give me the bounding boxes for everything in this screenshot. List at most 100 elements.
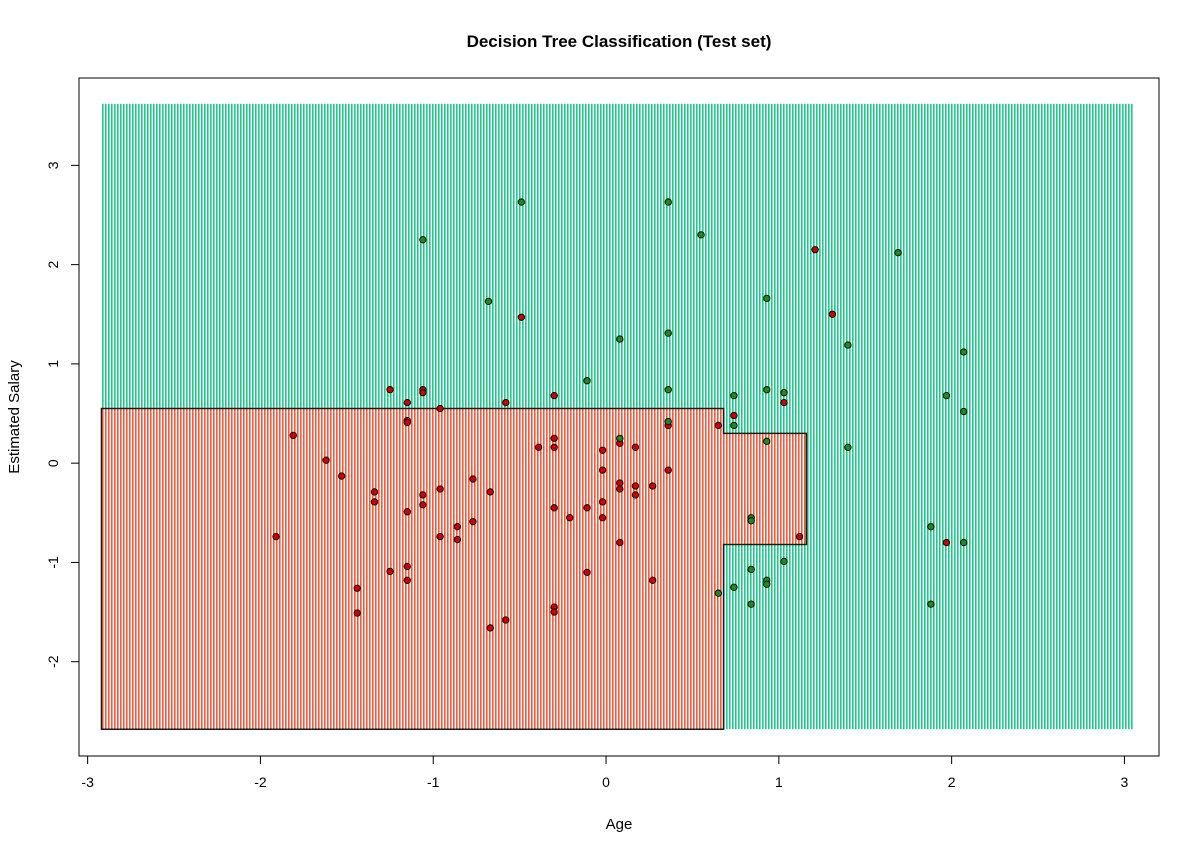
point-class-0 (502, 616, 510, 624)
point-class-0 (631, 443, 640, 451)
point-class-1 (484, 297, 493, 306)
point-class-0 (649, 576, 657, 584)
point-class-1 (763, 386, 771, 394)
point-class-1 (747, 565, 755, 574)
x-tick-label: -3 (81, 774, 94, 790)
point-class-1 (780, 557, 788, 566)
point-class-0 (811, 246, 819, 254)
point-class-1 (927, 523, 935, 531)
point-class-0 (419, 389, 427, 397)
point-class-0 (338, 472, 346, 480)
point-class-0 (502, 398, 510, 407)
point-class-1 (664, 417, 672, 426)
point-class-1 (664, 329, 672, 337)
point-class-0 (664, 466, 672, 474)
point-class-1 (763, 580, 771, 588)
point-class-1 (583, 377, 591, 385)
point-class-1 (960, 348, 968, 356)
point-class-0 (616, 538, 624, 547)
point-class-1 (730, 392, 738, 400)
point-class-1 (763, 437, 771, 445)
point-class-0 (403, 418, 411, 427)
y-tick-label: -1 (45, 556, 61, 569)
x-tick-label: 3 (1121, 774, 1129, 790)
y-axis-label: Estimated Salary (6, 360, 23, 474)
point-class-0 (598, 466, 607, 474)
point-class-0 (598, 446, 607, 454)
point-class-0 (780, 398, 788, 407)
x-axis-label: Age (606, 816, 633, 833)
point-class-0 (616, 479, 624, 487)
point-class-0 (550, 392, 558, 400)
y-tick-label: 2 (45, 261, 61, 269)
point-class-0 (795, 532, 804, 541)
point-class-1 (517, 198, 526, 206)
point-class-0 (598, 514, 607, 522)
point-class-0 (436, 404, 444, 413)
decision-regions (100, 103, 1134, 730)
point-class-1 (780, 389, 788, 397)
point-class-0 (534, 443, 543, 451)
x-tick-label: 0 (602, 774, 610, 790)
point-class-0 (631, 482, 640, 490)
point-class-0 (403, 398, 411, 407)
point-class-0 (550, 434, 558, 442)
point-class-1 (664, 198, 672, 206)
y-tick-label: 1 (45, 360, 61, 368)
point-class-0 (942, 538, 951, 547)
point-class-1 (664, 386, 672, 394)
point-class-0 (550, 504, 558, 512)
point-class-0 (631, 491, 640, 499)
y-tick-label: -2 (45, 655, 61, 668)
point-class-1 (714, 589, 723, 597)
point-class-0 (386, 567, 394, 576)
point-class-1 (747, 600, 755, 608)
region-class-0 (100, 407, 808, 730)
point-class-0 (730, 411, 738, 420)
point-class-0 (453, 535, 462, 544)
point-class-0 (403, 508, 411, 516)
point-class-1 (844, 341, 852, 349)
point-class-1 (894, 249, 902, 257)
point-class-0 (419, 491, 427, 499)
point-class-0 (598, 498, 607, 506)
point-class-0 (436, 485, 444, 493)
point-class-1 (616, 434, 624, 442)
point-class-0 (517, 313, 526, 321)
point-class-1 (763, 294, 771, 303)
x-tick-label: -2 (254, 774, 267, 790)
point-class-0 (272, 532, 280, 541)
point-class-0 (486, 624, 494, 632)
point-class-1 (730, 583, 738, 591)
point-class-0 (550, 608, 558, 616)
y-tick-label: 0 (45, 459, 61, 467)
point-class-0 (419, 501, 427, 509)
point-class-0 (583, 568, 591, 577)
point-class-1 (942, 392, 951, 400)
point-class-0 (583, 504, 591, 512)
x-tick-label: 2 (948, 774, 956, 790)
chart-title: Decision Tree Classification (Test set) (467, 32, 772, 51)
point-class-0 (322, 456, 330, 464)
point-class-0 (550, 443, 558, 451)
point-class-0 (353, 584, 361, 592)
point-class-0 (469, 475, 477, 483)
point-class-1 (927, 600, 935, 608)
point-class-0 (714, 421, 723, 430)
point-class-0 (370, 488, 379, 496)
point-class-0 (403, 576, 411, 584)
point-class-1 (844, 443, 852, 451)
x-tick-label: 1 (775, 774, 783, 790)
point-class-1 (419, 236, 427, 244)
point-class-0 (616, 485, 624, 493)
point-class-0 (353, 609, 361, 617)
point-class-0 (436, 532, 444, 541)
point-class-0 (289, 431, 297, 440)
point-class-0 (453, 523, 462, 531)
point-class-1 (697, 231, 705, 239)
point-class-0 (469, 518, 477, 526)
point-class-0 (828, 310, 837, 318)
point-class-1 (960, 407, 968, 416)
point-class-1 (747, 517, 755, 525)
